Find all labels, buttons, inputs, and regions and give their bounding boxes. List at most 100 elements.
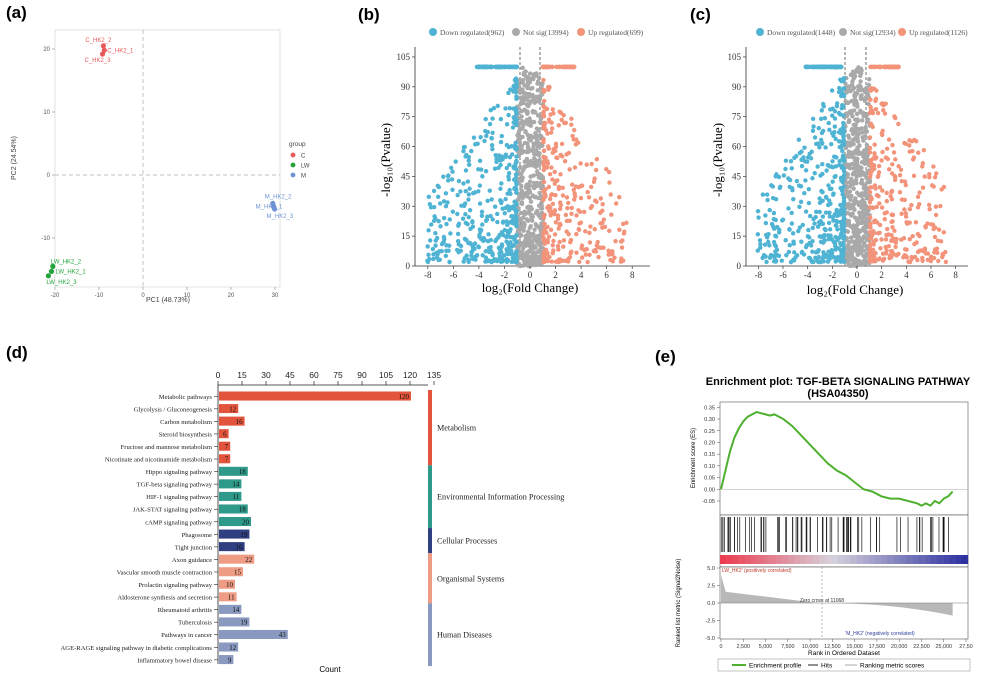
volcano-point-down: [437, 201, 443, 206]
volcano-point-notsig: [860, 118, 865, 123]
volcano-point-up: [592, 176, 597, 181]
volcano-point-down: [841, 141, 847, 146]
volcano-point-down: [466, 154, 472, 160]
volcano-point-up: [870, 247, 876, 252]
volcano-point-notsig: [527, 195, 533, 201]
kegg-category-label: Tuberculosis: [178, 620, 212, 627]
volcano-point-up: [555, 213, 561, 218]
volcano-point-notsig: [526, 259, 531, 264]
volcano-point-down: [488, 245, 493, 250]
volcano-point-up: [898, 167, 904, 172]
volcano-point-notsig: [522, 164, 527, 169]
volcano-point-up: [910, 233, 915, 239]
volcano-point-notsig: [860, 130, 866, 135]
volcano-point-down: [510, 218, 515, 224]
kegg-value-label: 10: [226, 581, 234, 589]
volcano-point-notsig: [851, 206, 857, 211]
volcano-point-down: [504, 219, 509, 224]
volcano-point-up: [606, 248, 611, 253]
volcano-point-up: [558, 152, 563, 158]
volcano-point-down: [465, 179, 471, 184]
pca-xtick-label: 30: [272, 293, 279, 299]
volcano-point-notsig: [851, 170, 856, 176]
vc-ylabel: -log₁₀(Pvalue): [710, 123, 725, 197]
volcano-point-notsig: [526, 237, 532, 242]
volcano-point-up: [932, 234, 938, 240]
volcano-point-notsig: [855, 127, 860, 132]
volcano-point-notsig: [853, 177, 859, 183]
volcano-point-down: [509, 259, 514, 265]
volcano-point-down: [822, 226, 827, 232]
volcano-point-down: [488, 213, 493, 219]
volcano-point-down: [796, 137, 802, 142]
volcano-point-up: [884, 248, 889, 253]
kegg-bar: [219, 642, 239, 652]
volcano-point-down: [514, 94, 519, 99]
volcano-point-up: [559, 117, 564, 123]
volcano-point-down: [428, 238, 433, 243]
volcano-point-down: [491, 106, 497, 111]
volcano-point-up: [617, 227, 622, 232]
volcano-point-notsig: [528, 138, 533, 143]
volcano-point-down: [507, 64, 512, 70]
gsea-es-tick-label: 0.10: [704, 464, 715, 470]
volcano-point-up: [877, 256, 882, 261]
volcano-point-up: [552, 208, 558, 213]
volcano-point-up: [868, 241, 873, 247]
volcano-point-up: [887, 64, 892, 70]
volcano-point-up: [915, 257, 920, 263]
volcano-point-down: [786, 206, 791, 211]
volcano-point-down: [810, 128, 816, 133]
volcano-point-down: [506, 90, 511, 96]
volcano-point-down: [506, 177, 512, 182]
volcano-point-up: [550, 243, 555, 248]
volcano-point-up: [902, 179, 908, 184]
gsea-es-tick-label: 0.25: [704, 429, 715, 435]
volcano-point-down: [493, 152, 498, 158]
volcano-xtick-label: 6: [604, 270, 609, 280]
gsea-metric-ylabel: Ranked list metric (Signal2Noise): [676, 559, 682, 648]
volcano-point-down: [825, 233, 831, 238]
volcano-point-up: [598, 221, 603, 226]
kegg-value-label: 11: [228, 594, 235, 602]
volcano-point-down: [820, 190, 825, 195]
volcano-point-notsig: [533, 150, 538, 156]
volcano-point-down: [461, 145, 467, 150]
volcano-point-down: [819, 130, 825, 136]
volcano-point-notsig: [849, 239, 855, 244]
kegg-value-label: 16: [236, 543, 244, 551]
volcano-point-down: [810, 259, 815, 265]
volcano-point-notsig: [859, 205, 864, 210]
volcano-point-up: [587, 230, 592, 236]
volcano-point-down: [495, 257, 500, 262]
volcano-point-up: [596, 254, 601, 260]
volcano-point-up: [899, 211, 904, 217]
volcano-point-up: [904, 220, 909, 225]
volcano-point-down: [507, 187, 512, 193]
volcano-point-up: [932, 175, 938, 180]
volcano-ytick-label: 15: [732, 231, 742, 241]
gsea-zero-annotation: Zero cross at 11068: [800, 598, 844, 604]
volcano-point-down: [483, 218, 489, 223]
volcano-point-down: [762, 242, 768, 247]
volcano-point-up: [897, 190, 903, 195]
volcano-point-down: [798, 199, 804, 204]
volcano-point-down: [476, 189, 481, 194]
volcano-point-down: [447, 259, 452, 265]
gsea-heat-cell: [813, 555, 820, 564]
volcano-point-notsig: [517, 127, 522, 132]
volcano-point-up: [608, 192, 613, 197]
volcano-point-down: [488, 237, 494, 243]
volcano-point-down: [431, 204, 437, 210]
gsea-metric-tick-label: -5.0: [705, 636, 715, 642]
volcano-point-up: [873, 218, 878, 223]
pca-legend-lw: LW: [301, 164, 310, 170]
vc-legend-ns: Not sig(12934): [850, 28, 896, 37]
volcano-point-up: [568, 251, 573, 256]
volcano-point-down: [808, 156, 814, 161]
volcano-point-down: [436, 184, 442, 190]
gsea-metric-tick-label: 5.0: [707, 566, 715, 572]
volcano-point-down: [787, 227, 792, 232]
kegg-bar: [219, 416, 245, 426]
volcano-point-up: [873, 186, 878, 191]
